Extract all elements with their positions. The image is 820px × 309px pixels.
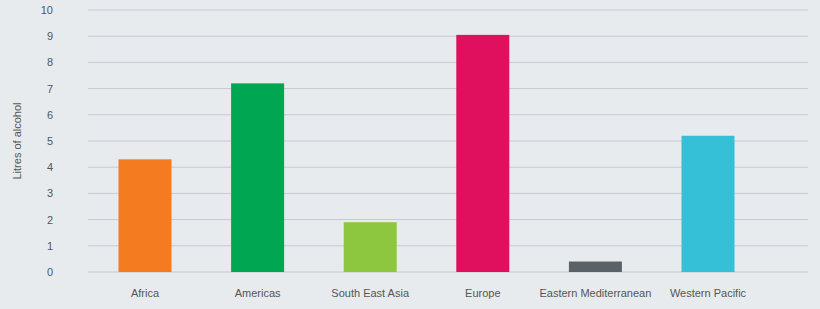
background <box>0 0 820 309</box>
x-tick-label: South East Asia <box>331 287 410 299</box>
grid-line <box>88 62 808 63</box>
x-tick-label: Europe <box>465 287 500 299</box>
y-tick-label: 0 <box>47 266 53 278</box>
y-tick-label: 9 <box>47 30 53 42</box>
x-tick-label: Eastern Mediterranean <box>539 287 651 299</box>
y-tick-label: 10 <box>41 4 53 16</box>
grid-line <box>88 10 808 11</box>
x-tick-label: Americas <box>235 287 281 299</box>
y-tick-label: 6 <box>47 109 53 121</box>
chart-svg: 0 1 2 3 4 5 6 7 8 9 10 Litres of alcohol Africa Ameri… <box>0 0 820 309</box>
y-tick-label: 3 <box>47 187 53 199</box>
grid-line <box>88 88 808 89</box>
bar <box>344 222 397 272</box>
y-axis-label: Litres of alcohol <box>11 102 23 179</box>
x-tick-label: Western Pacific <box>670 287 747 299</box>
y-tick-label: 7 <box>47 83 53 95</box>
x-tick-label: Africa <box>131 287 160 299</box>
y-tick-label: 1 <box>47 240 53 252</box>
bar <box>456 35 509 272</box>
chart-container: 0 1 2 3 4 5 6 7 8 9 10 Litres of alcohol Africa Ameri… <box>0 0 820 309</box>
y-tick-label: 5 <box>47 135 53 147</box>
grid-line <box>88 36 808 37</box>
bars <box>119 35 735 272</box>
y-tick-label: 2 <box>47 214 53 226</box>
bar <box>569 262 622 272</box>
bar <box>231 83 284 272</box>
bar <box>119 159 172 272</box>
grid-line <box>88 114 808 115</box>
y-tick-label: 8 <box>47 56 53 68</box>
y-tick-label: 4 <box>47 161 53 173</box>
bar <box>682 136 735 272</box>
